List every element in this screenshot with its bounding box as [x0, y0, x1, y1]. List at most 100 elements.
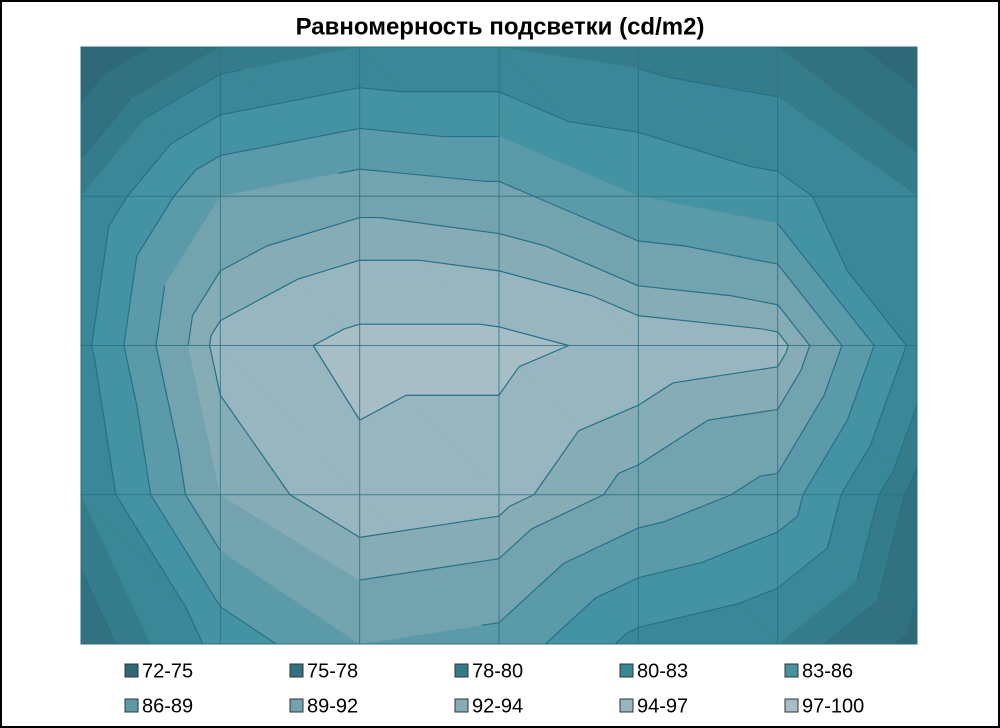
- contour-line: [108, 195, 128, 227]
- contour-line: [730, 475, 761, 496]
- contour-line: [908, 464, 918, 487]
- contour-line: [860, 46, 918, 91]
- contour-line: [136, 405, 152, 495]
- contour-line: [876, 494, 905, 602]
- contour-line: [379, 216, 500, 235]
- contour-line: [220, 245, 268, 272]
- contour-line: [91, 226, 110, 346]
- plot-border: [80, 46, 918, 645]
- contour-line: [802, 419, 848, 496]
- contour-line: [878, 469, 895, 496]
- contour-line: [638, 240, 685, 247]
- contour-line: [777, 263, 843, 346]
- contour-line: [150, 494, 221, 608]
- contour-line: [498, 366, 520, 396]
- contour-line: [209, 345, 221, 396]
- contour-line: [777, 370, 802, 410]
- contour-line: [219, 606, 277, 645]
- legend-swatch: [619, 698, 634, 713]
- contour-line: [545, 245, 639, 287]
- contour-line: [869, 345, 907, 446]
- contour-line: [739, 587, 778, 604]
- legend-swatch: [124, 698, 139, 713]
- contour-line: [823, 600, 878, 645]
- contour-line: [638, 285, 732, 297]
- chart-title: Равномерность подсветки (cd/m2): [296, 13, 705, 40]
- legend-swatch: [784, 663, 799, 678]
- contour-line: [305, 127, 360, 140]
- contour-line: [359, 87, 402, 93]
- legend-label: 72-75: [142, 660, 193, 682]
- contour-line: [777, 304, 811, 346]
- contour-line: [359, 127, 444, 138]
- contour-line: [840, 444, 872, 496]
- contour-line: [419, 259, 500, 272]
- contour-line: [220, 138, 307, 157]
- contour-line: [578, 404, 639, 432]
- contour-line: [498, 91, 569, 123]
- contour-line: [518, 344, 569, 368]
- contour-line: [893, 632, 908, 645]
- contour-line: [595, 577, 639, 599]
- contour-line: [638, 315, 763, 330]
- contour-line: [177, 449, 187, 495]
- contour-line: [760, 472, 778, 477]
- contour-line: [191, 270, 221, 316]
- contour-line: [796, 494, 804, 517]
- legend-swatch: [454, 698, 469, 713]
- contour-line: [155, 345, 180, 451]
- contour-line: [220, 69, 242, 75]
- contour-line: [338, 168, 360, 174]
- contour-line: [603, 473, 619, 496]
- contour-line: [568, 121, 639, 133]
- contour-line: [673, 366, 778, 384]
- contour-line: [638, 419, 709, 466]
- contour-line: [638, 67, 667, 78]
- contour-line: [893, 404, 918, 471]
- contour-line: [498, 180, 535, 197]
- contour-line: [906, 594, 918, 634]
- legend: 72-75 75-78 78-80 80-83 83-86 86-89 89-92 92-94…: [124, 660, 864, 717]
- contour-line: [846, 345, 875, 421]
- contour-line: [126, 143, 172, 197]
- contour-line: [498, 232, 546, 247]
- contour-line: [638, 562, 702, 579]
- contour-line: [784, 345, 789, 354]
- contour-line: [429, 558, 500, 570]
- contour-line: [811, 195, 848, 272]
- contour-line: [289, 494, 360, 538]
- legend-swatch: [289, 663, 304, 678]
- contour-line: [155, 285, 166, 346]
- legend-label: 86-89: [142, 695, 193, 717]
- contour-line: [846, 270, 907, 346]
- contour-line: [170, 114, 221, 145]
- contour-line: [777, 547, 828, 589]
- contour-line: [591, 295, 639, 317]
- contour-line: [123, 255, 138, 346]
- contour-band: [359, 323, 500, 346]
- contour-line: [220, 278, 299, 322]
- legend-swatch: [289, 698, 304, 713]
- contour-line: [638, 382, 674, 406]
- legend-swatch: [454, 663, 469, 678]
- contour-line: [273, 87, 360, 105]
- contour-line: [80, 99, 131, 160]
- contour-line: [856, 494, 880, 581]
- contour-line: [498, 528, 532, 560]
- contour-line: [826, 494, 842, 549]
- contour-line: [359, 394, 407, 421]
- contour-line: [80, 569, 117, 645]
- legend-label: 78-80: [472, 660, 523, 682]
- contour-line: [533, 195, 639, 242]
- contour-line: [312, 328, 345, 347]
- contour-line: [800, 345, 811, 371]
- contour-line: [481, 622, 500, 626]
- contour-line: [498, 326, 569, 347]
- contour-line: [136, 195, 175, 257]
- contour-line: [749, 165, 778, 172]
- contour-line: [220, 103, 275, 116]
- contour-line: [731, 295, 778, 306]
- contour-line: [210, 320, 221, 336]
- contour-line: [627, 626, 639, 634]
- contour-line: [266, 216, 360, 247]
